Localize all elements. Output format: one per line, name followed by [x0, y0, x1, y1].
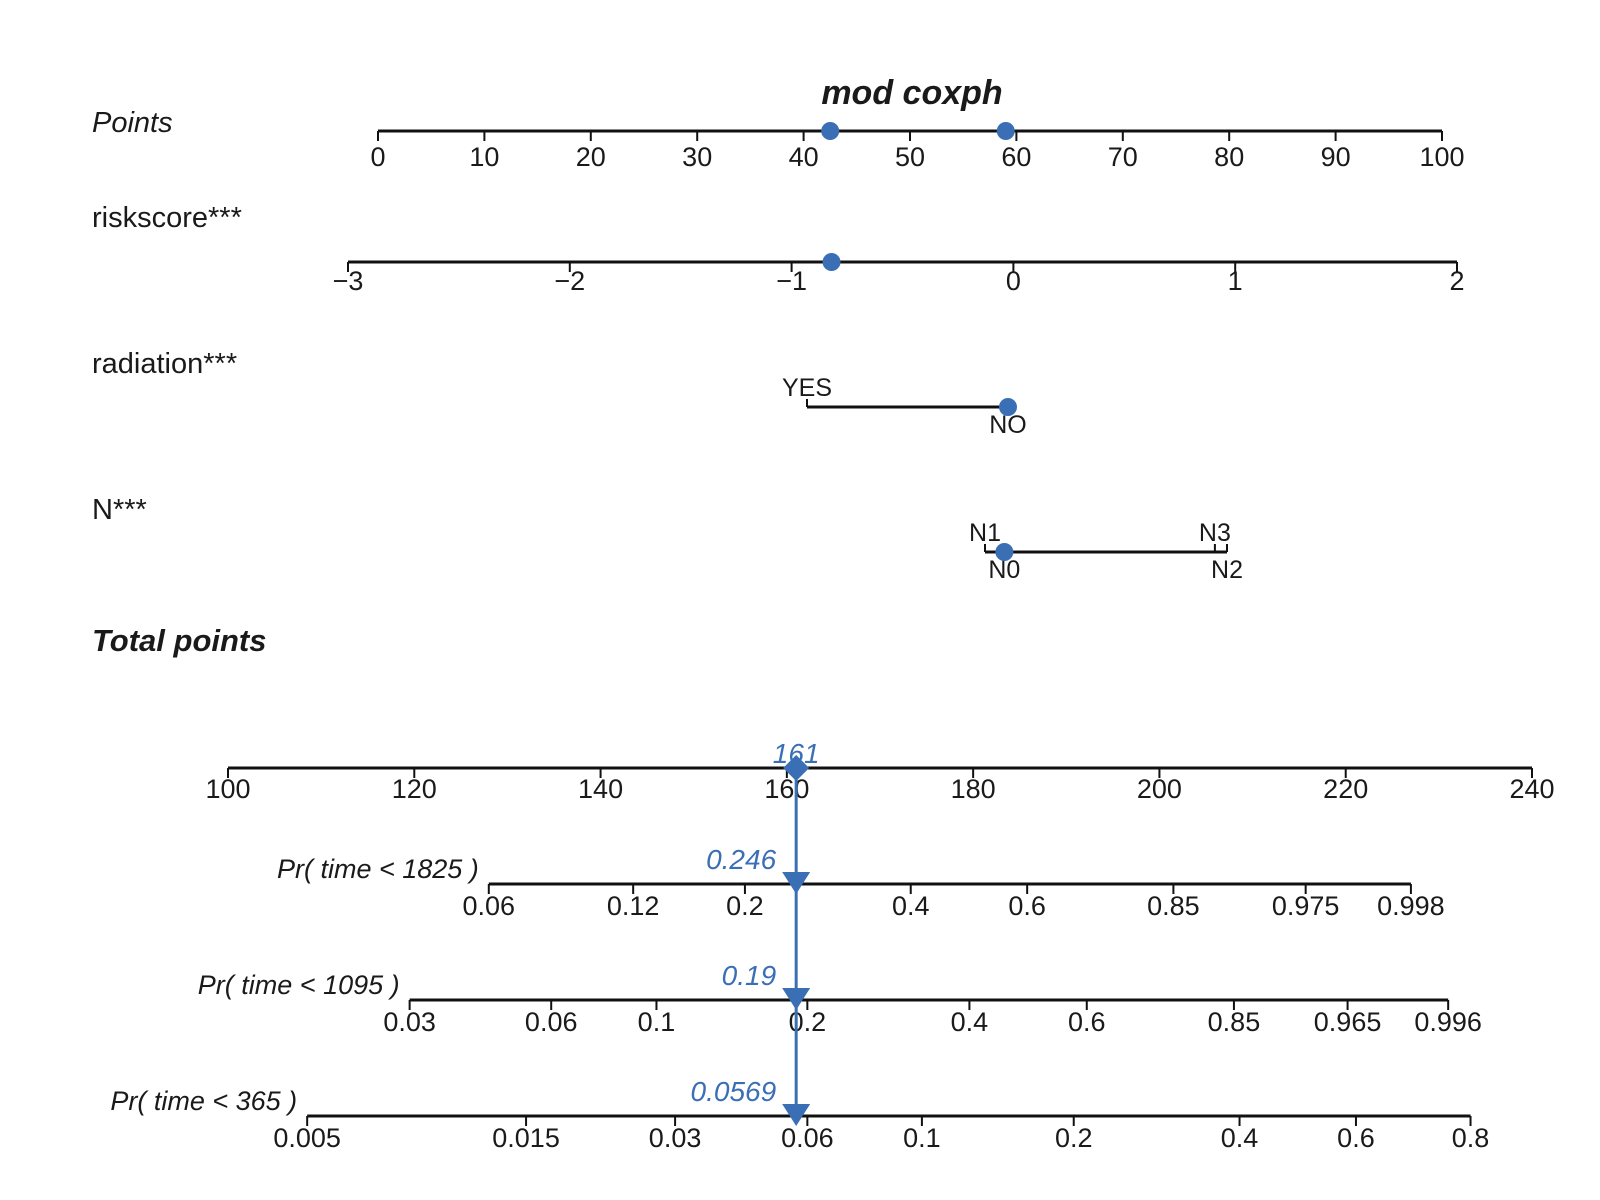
- probability-axis-tick-label: 0.965: [1314, 1007, 1382, 1037]
- probability-axis-label: Pr( time < 1095 ): [198, 970, 400, 1000]
- probability-axis-tick-label: 0.975: [1272, 891, 1340, 921]
- probability-axis-tick-label: 0.06: [463, 891, 516, 921]
- points-axis-tick-label: 10: [469, 142, 499, 172]
- radiation-marker: [999, 398, 1017, 416]
- probability-axis-tick-label: 0.2: [726, 891, 764, 921]
- probability-marker: [782, 872, 811, 894]
- variable-label-riskscore: riskscore***: [92, 202, 242, 234]
- variable-label-radiation: radiation***: [92, 348, 237, 380]
- probability-readout: 0.0569: [691, 1076, 777, 1107]
- probability-axis-tick-label: 0.4: [1221, 1123, 1259, 1153]
- probability-readout: 0.19: [722, 960, 777, 991]
- probability-axis-label: Pr( time < 1825 ): [277, 854, 479, 884]
- n-level-label: N2: [1211, 556, 1243, 584]
- probability-axis-tick-label: 0.998: [1377, 891, 1445, 921]
- probability-readout: 0.246: [706, 844, 776, 875]
- total-points-axis-tick-label: 100: [205, 774, 250, 804]
- axes-layer: 0 10 20 30 40 50 60 70 80 90 100−3 −2 −1 0 1 2YESNON1N0…: [110, 129, 1555, 1153]
- probability-axis-tick-label: 0.015: [492, 1123, 560, 1153]
- probability-marker: [782, 1104, 811, 1126]
- total-points-axis-tick-label: 200: [1137, 774, 1182, 804]
- probability-axis-tick-label: 0.6: [1008, 891, 1046, 921]
- total-points-axis-tick-label: 120: [392, 774, 437, 804]
- riskscore-axis-tick-label: −1: [776, 266, 807, 296]
- probability-axis-tick-label: 0.06: [525, 1007, 578, 1037]
- riskscore-axis-tick-label: −3: [333, 266, 364, 296]
- points-axis-tick-label: 50: [895, 142, 925, 172]
- n-level-label: N3: [1199, 519, 1231, 547]
- n-marker: [995, 543, 1014, 561]
- total-points-label: Total points: [92, 623, 267, 658]
- points-axis-tick-label: 70: [1108, 142, 1138, 172]
- points-axis-tick-label: 20: [576, 142, 606, 172]
- points-axis-tick-label: 100: [1419, 142, 1464, 172]
- probability-axis-tick-label: 0.996: [1414, 1007, 1482, 1037]
- riskscore-axis-tick-label: 2: [1449, 266, 1464, 296]
- probability-axis-label: Pr( time < 365 ): [110, 1086, 297, 1116]
- points-marker: [996, 122, 1015, 140]
- probability-axis-tick-label: 0.6: [1337, 1123, 1375, 1153]
- probability-axis-tick-label: 0.4: [892, 891, 930, 921]
- probability-axis-tick-label: 0.4: [951, 1007, 989, 1037]
- variable-label-n: N***: [92, 494, 147, 526]
- points-axis-tick-label: 60: [1001, 142, 1031, 172]
- points-axis-tick-label: 80: [1214, 142, 1244, 172]
- probability-axis-tick-label: 0.03: [649, 1123, 702, 1153]
- probability-axis-tick-label: 0.85: [1208, 1007, 1261, 1037]
- total-points-marker: [783, 755, 810, 781]
- probability-marker: [782, 988, 811, 1010]
- total-points-axis-tick-label: 180: [951, 774, 996, 804]
- probability-axis-tick-label: 0.2: [1055, 1123, 1093, 1153]
- probability-axis-tick-label: 0.8: [1452, 1123, 1490, 1153]
- points-axis-tick-label: 0: [370, 142, 385, 172]
- riskscore-axis-tick-label: 0: [1006, 266, 1021, 296]
- chart-title: mod coxph: [821, 74, 1002, 112]
- points-axis-tick-label: 30: [682, 142, 712, 172]
- total-points-axis-tick-label: 220: [1323, 774, 1368, 804]
- probability-axis-tick-label: 0.1: [638, 1007, 676, 1037]
- probability-axis-tick-label: 0.03: [383, 1007, 436, 1037]
- probability-axis-tick-label: 0.12: [607, 891, 660, 921]
- probability-axis-tick-label: 0.6: [1068, 1007, 1106, 1037]
- probability-axis-tick-label: 0.1: [903, 1123, 941, 1153]
- total-points-axis-tick-label: 160: [764, 774, 809, 804]
- riskscore-axis-tick-label: 1: [1228, 266, 1243, 296]
- points-marker: [821, 122, 840, 140]
- probability-axis-tick-label: 0.005: [273, 1123, 341, 1153]
- probability-axis-tick-label: 0.2: [789, 1007, 827, 1037]
- points-axis-label: Points: [92, 107, 173, 139]
- radiation-level-label: YES: [782, 374, 832, 402]
- riskscore-axis-tick-label: −2: [554, 266, 585, 296]
- n-level-label: N1: [969, 519, 1001, 547]
- probability-axis-tick-label: 0.06: [781, 1123, 834, 1153]
- points-axis-tick-label: 40: [789, 142, 819, 172]
- total-points-axis-tick-label: 240: [1509, 774, 1554, 804]
- riskscore-marker: [822, 253, 841, 271]
- probability-axis-tick-label: 0.85: [1147, 891, 1200, 921]
- total-points-axis-tick-label: 140: [578, 774, 623, 804]
- points-axis-tick-label: 90: [1321, 142, 1351, 172]
